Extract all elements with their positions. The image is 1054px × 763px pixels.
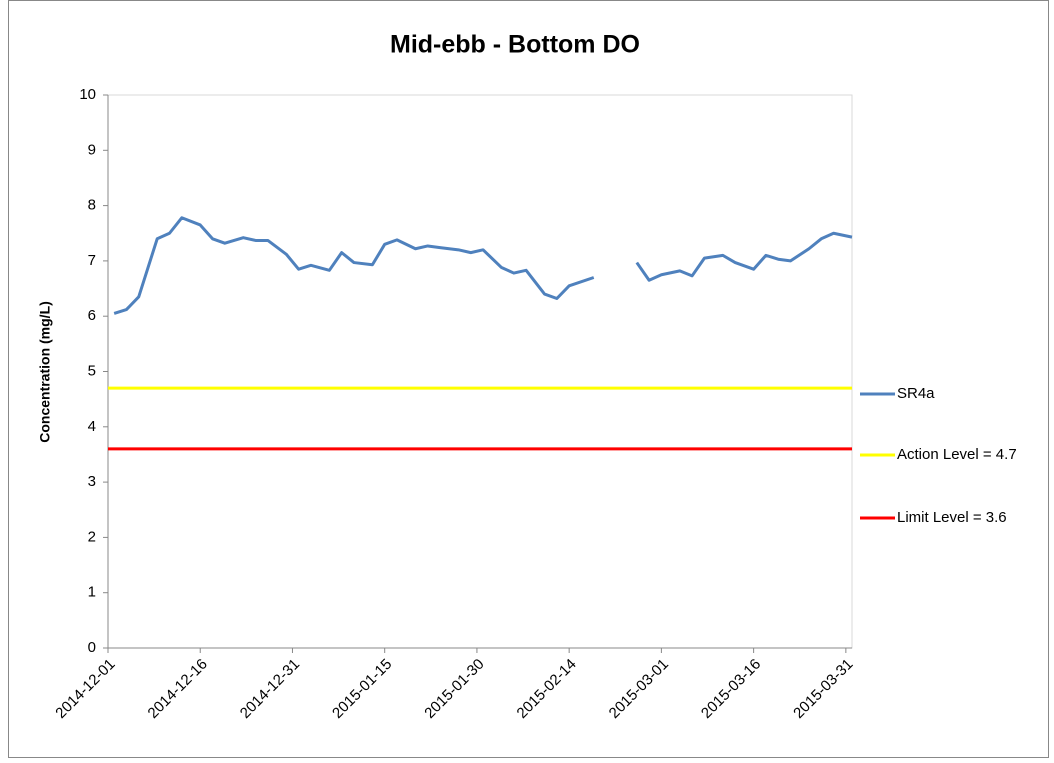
data-line (113, 216, 853, 315)
y-tick-label: 10 (79, 86, 96, 103)
legend-label: SR4a (897, 385, 935, 402)
legend-label: Limit Level = 3.6 (897, 509, 1007, 526)
y-tick-label: 8 (88, 197, 96, 214)
y-tick-label: 0 (88, 639, 96, 656)
y-tick-label: 4 (88, 418, 96, 435)
y-tick-label: 1 (88, 584, 96, 601)
y-tick-label: 6 (88, 307, 96, 324)
y-tick-label: 3 (88, 473, 96, 490)
chart-title: Mid-ebb - Bottom DO (390, 31, 640, 59)
y-axis-label: Concentration (mg/L) (37, 301, 53, 443)
y-tick-label: 2 (88, 528, 96, 545)
legend-label: Action Level = 4.7 (897, 446, 1017, 463)
chart-border (8, 0, 1049, 758)
y-tick-label: 9 (88, 141, 96, 158)
y-tick-label: 5 (88, 362, 96, 379)
y-tick-label: 7 (88, 252, 96, 269)
